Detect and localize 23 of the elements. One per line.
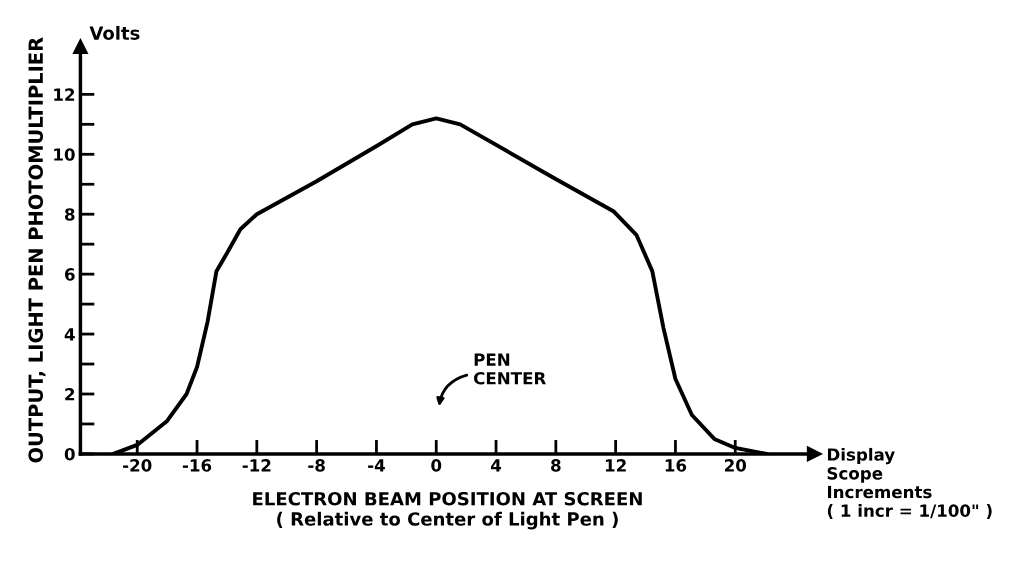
y-axis-title: OUTPUT, LIGHT PEN PHOTOMULTIPLIER: [28, 37, 46, 463]
x-tick-label: -8: [308, 459, 325, 472]
y-tick-label: 8: [64, 208, 75, 221]
x-tick-label: -20: [123, 459, 152, 472]
x-tick-label: 4: [491, 459, 502, 472]
x-tick-label: -12: [242, 459, 271, 472]
annotation: PEN CENTER: [473, 353, 546, 385]
text: Volts: [89, 25, 140, 40]
y-tick-label: 10: [54, 148, 75, 161]
y-tick-label: 4: [64, 328, 75, 341]
x-tick-label: -4: [368, 459, 385, 472]
y-tick-label: 2: [65, 387, 75, 401]
y-tick-label: 6: [64, 268, 75, 281]
y-tick-label: 12: [54, 88, 75, 101]
text: Display Scope Increments ( 1 incr = 1/100" ): [827, 447, 992, 519]
x-tick-label: -16: [182, 459, 212, 472]
x-tick-label: 12: [605, 459, 626, 472]
x-axis-title: ELECTRON BEAM POSITION AT SCREEN ( Relative to Center of Light Pen ): [253, 491, 642, 530]
x-tick-label: 8: [551, 459, 561, 472]
y-tick-label: 0: [64, 447, 75, 461]
x-tick-label: 20: [724, 459, 747, 472]
x-tick-label: 0: [431, 459, 442, 472]
x-tick-label: 16: [665, 459, 687, 472]
